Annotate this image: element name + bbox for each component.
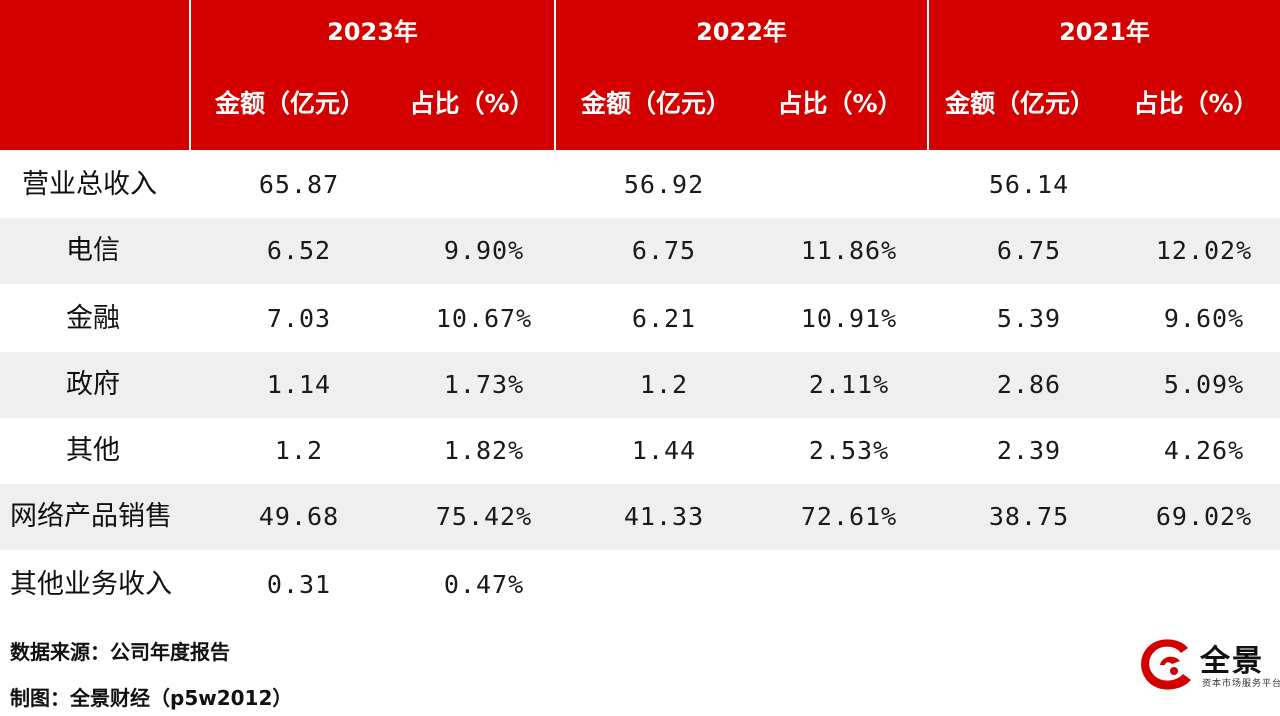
- share-2022: [785, 152, 913, 218]
- amount-2023: 1.14: [266, 370, 332, 399]
- row-label: 其他业务收入: [10, 569, 172, 600]
- year-2021-header: 2021年: [1059, 18, 1150, 46]
- table-row-total-revenue: 营业总收入 65.87 56.92 56.14: [0, 152, 1280, 218]
- share-header-2021: 占比（%）: [1133, 89, 1259, 118]
- row-label: 政府: [66, 369, 120, 400]
- amount-2023: 49.68: [258, 502, 340, 531]
- amount-2022: 1.2: [639, 370, 689, 399]
- share-2023: 9.90%: [443, 236, 525, 265]
- table-row-other: 其他 1.2 1.82% 1.44 2.53% 2.39 4.26%: [0, 418, 1280, 484]
- amount-2022: 41.33: [623, 502, 705, 531]
- amount-2023: 6.52: [266, 236, 332, 265]
- logo-name: 全景: [1200, 644, 1264, 679]
- amount-2022: 6.21: [631, 304, 697, 333]
- share-header-2023: 占比（%）: [409, 89, 535, 118]
- amount-2023: 0.31: [266, 570, 332, 599]
- share-2023: 1.82%: [443, 436, 525, 465]
- table-row-government: 政府 1.14 1.73% 1.2 2.11% 2.86 5.09%: [0, 352, 1280, 418]
- amount-2022: 1.44: [631, 436, 697, 465]
- share-2023: 10.67%: [435, 304, 533, 333]
- amount-2021: 38.75: [988, 502, 1070, 531]
- share-2021: 4.26%: [1163, 436, 1245, 465]
- share-2021: [1140, 152, 1268, 218]
- share-2022: 2.11%: [808, 370, 890, 399]
- amount-2022: [600, 552, 728, 618]
- amount-header-2022: 金额（亿元）: [580, 89, 731, 118]
- share-2022: 2.53%: [808, 436, 890, 465]
- logo-tagline: 资本市场服务平台: [1202, 679, 1280, 689]
- table-row-other-business: 其他业务收入 0.31 0.47%: [0, 552, 1280, 618]
- amount-2023: 7.03: [266, 304, 332, 333]
- row-label: 网络产品销售: [10, 501, 172, 532]
- data-source-note: 数据来源：公司年度报告: [10, 640, 230, 664]
- row-label: 其他: [66, 435, 120, 466]
- amount-2022: 6.75: [631, 236, 697, 265]
- share-2021: 12.02%: [1155, 236, 1253, 265]
- share-2022: 10.91%: [800, 304, 898, 333]
- table-header: 2023年 2022年 2021年 金额（亿元） 占比（%） 金额（亿元） 占比…: [0, 0, 1280, 150]
- chart-credit-note: 制图：全景财经（p5w2012）: [10, 686, 293, 710]
- year-2023-header: 2023年: [327, 18, 418, 46]
- amount-2021: [965, 552, 1093, 618]
- amount-2022: 56.92: [623, 170, 705, 199]
- amount-2023: 1.2: [274, 436, 324, 465]
- share-2023: [420, 152, 548, 218]
- header-divider: [189, 0, 191, 150]
- header-divider: [927, 0, 929, 150]
- table-row-network-products: 网络产品销售 49.68 75.42% 41.33 72.61% 38.75 6…: [0, 484, 1280, 550]
- p5w-logo-icon: [1141, 639, 1191, 690]
- row-label: 电信: [66, 235, 120, 266]
- share-header-2022: 占比（%）: [777, 89, 903, 118]
- share-2023: 0.47%: [443, 570, 525, 599]
- amount-2023: 65.87: [258, 170, 340, 199]
- table-row-finance: 金融 7.03 10.67% 6.21 10.91% 5.39 9.60%: [0, 286, 1280, 352]
- amount-2021: 2.86: [996, 370, 1062, 399]
- share-2021: [1140, 552, 1268, 618]
- amount-header-2021: 金额（亿元）: [944, 89, 1095, 118]
- p5w-logo: 全景 资本市场服务平台: [1136, 632, 1280, 694]
- share-2022: [785, 552, 913, 618]
- amount-header-2023: 金额（亿元）: [214, 89, 365, 118]
- header-divider: [554, 0, 556, 150]
- row-label: 营业总收入: [22, 169, 157, 200]
- share-2021: 69.02%: [1155, 502, 1253, 531]
- share-2021: 5.09%: [1163, 370, 1245, 399]
- row-label: 金融: [66, 303, 120, 334]
- share-2022: 11.86%: [800, 236, 898, 265]
- share-2021: 9.60%: [1163, 304, 1245, 333]
- share-2022: 72.61%: [800, 502, 898, 531]
- year-2022-header: 2022年: [696, 18, 787, 46]
- share-2023: 75.42%: [435, 502, 533, 531]
- share-2023: 1.73%: [443, 370, 525, 399]
- table-row-telecom: 电信 6.52 9.90% 6.75 11.86% 6.75 12.02%: [0, 218, 1280, 284]
- amount-2021: 56.14: [988, 170, 1070, 199]
- amount-2021: 2.39: [996, 436, 1062, 465]
- amount-2021: 5.39: [996, 304, 1062, 333]
- amount-2021: 6.75: [996, 236, 1062, 265]
